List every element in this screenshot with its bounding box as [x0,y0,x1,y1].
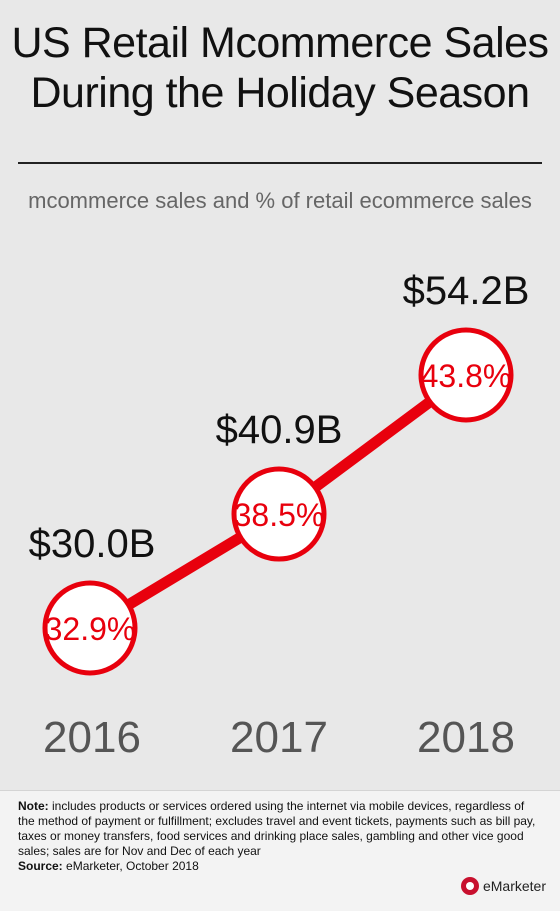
x-tick-label: 2018 [417,713,515,762]
share-label: 32.9% [45,611,136,647]
footnote: Note: includes products or services orde… [18,799,538,874]
data-point-circle [231,466,327,562]
note-label: Note: [18,799,49,813]
chart-subtitle: mcommerce sales and % of retail ecommerc… [28,188,532,213]
sales-label: $40.9B [216,408,343,452]
brand-name: eMarketer [482,878,546,894]
source-label: Source: [18,859,63,873]
sales-label: $30.0B [29,522,156,566]
share-label: 38.5% [234,497,325,533]
note-text: includes products or services ordered us… [18,799,536,858]
x-tick-label: 2016 [43,713,141,762]
footer: Note: includes products or services orde… [0,790,560,911]
title-line-1: US Retail Mcommerce Sales [11,19,549,67]
x-tick-label: 2017 [230,713,328,762]
chart-area: 32.9% $30.0B 2016 38.5% $40.9B 2017 43.8% $54.2… [29,269,530,762]
emarketer-logo-icon [460,877,479,895]
source-text: eMarketer, October 2018 [62,859,199,873]
data-point-circle [418,327,514,423]
chart-title: US Retail Mcommerce Sales During the Hol… [0,18,560,118]
data-point-circle [42,580,138,676]
share-label: 43.8% [421,358,512,394]
title-line-2: During the Holiday Season [30,69,530,117]
sales-label: $54.2B [403,269,530,313]
title-divider [18,162,542,164]
brand-logo: eMarketer [460,877,546,895]
